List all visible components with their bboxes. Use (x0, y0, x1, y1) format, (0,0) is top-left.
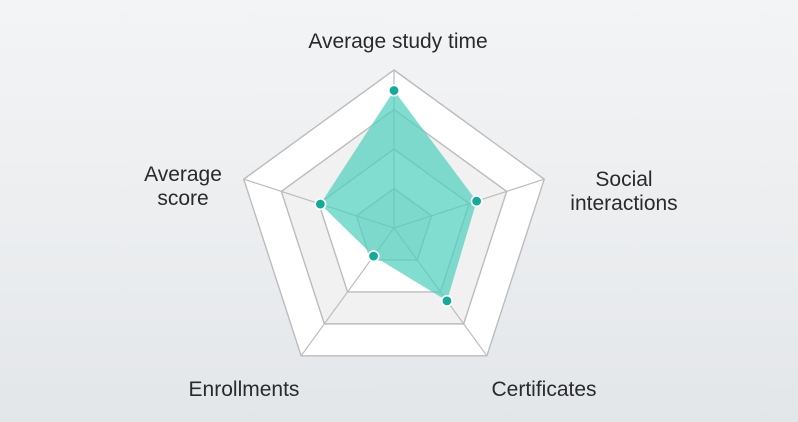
axis-label-4: Enrollments (189, 378, 300, 401)
axis-labels: Average study time Social interactions Cert… (144, 30, 678, 401)
axis-label-line: Certificates (491, 378, 596, 401)
axis-label-1: Average study time (308, 30, 487, 53)
data-point-3[interactable] (440, 294, 453, 307)
data-point-4[interactable] (367, 250, 380, 263)
axis-label-line: interactions (570, 192, 677, 215)
axis-label-line: Enrollments (189, 378, 300, 401)
axis-label-line: Average (144, 163, 222, 186)
axis-label-line: Social (595, 168, 652, 191)
axis-label-line: Average study time (308, 30, 487, 53)
series-area (320, 90, 477, 301)
data-point-5[interactable] (314, 198, 327, 211)
axis-label-line: score (157, 187, 208, 210)
axis-label-2: Social interactions (570, 168, 677, 215)
series-layer (314, 84, 483, 307)
axis-label-5: Average score (144, 163, 222, 210)
axis-label-3: Certificates (491, 378, 596, 401)
data-point-1[interactable] (387, 84, 400, 97)
data-point-2[interactable] (470, 195, 483, 208)
